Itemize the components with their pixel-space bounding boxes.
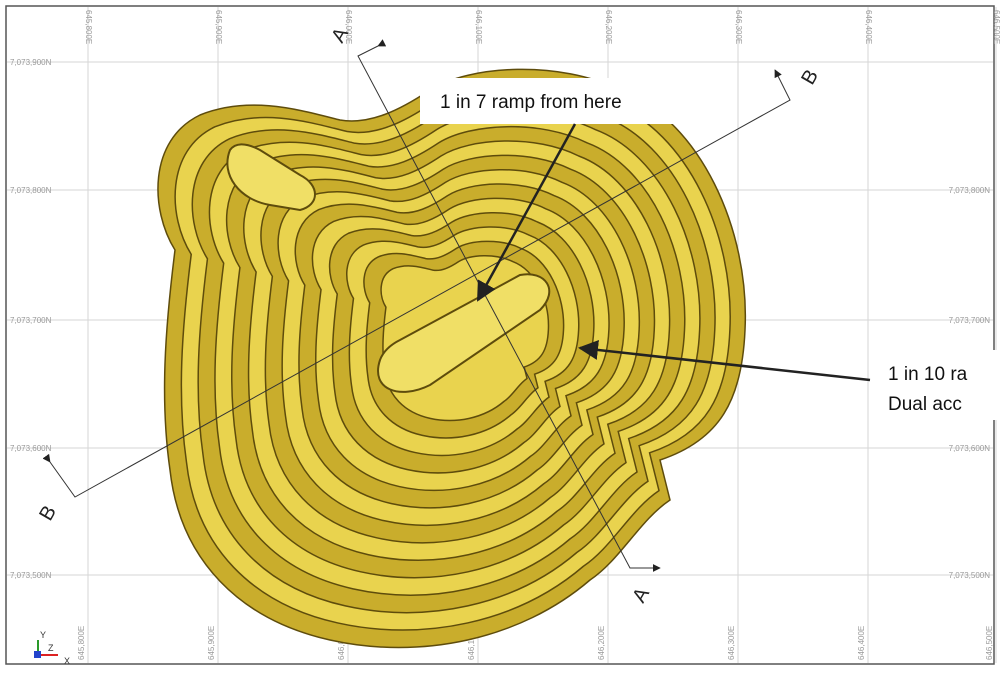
grid-label: 7,073,700N bbox=[949, 316, 991, 325]
annotation: Dual acc bbox=[888, 394, 962, 415]
grid-label: 7,073,900N bbox=[10, 58, 52, 67]
annotation: 1 in 7 ramp from here bbox=[440, 92, 622, 113]
grid-label: 646,100E bbox=[467, 626, 476, 660]
grid-label: 645,800E bbox=[84, 10, 93, 44]
annotation-box bbox=[420, 78, 702, 124]
grid-label: 7,073,600N bbox=[10, 444, 52, 453]
annotation-box bbox=[872, 350, 1000, 420]
grid-label: 646,200E bbox=[597, 626, 606, 660]
axis-label: Y bbox=[40, 630, 46, 640]
grid-label: 7,073,800N bbox=[949, 186, 991, 195]
grid-label: 7,073,800N bbox=[10, 186, 52, 195]
grid-label: 645,800E bbox=[77, 626, 86, 660]
grid-label: 7,073,700N bbox=[10, 316, 52, 325]
annotation-arrow bbox=[578, 340, 871, 382]
axis-label: X bbox=[64, 656, 70, 666]
grid-label: 646,000E bbox=[344, 10, 353, 44]
grid-label: 7,073,600N bbox=[949, 444, 991, 453]
grid-label: 646,500E bbox=[985, 626, 994, 660]
grid-label: 646,200E bbox=[604, 10, 613, 44]
grid-label: 645,900E bbox=[207, 626, 216, 660]
axis-triad: Y Z X bbox=[34, 630, 70, 666]
grid-label: 646,500E bbox=[992, 10, 1000, 44]
grid-label: 646,300E bbox=[734, 10, 743, 44]
grid-label: 7,073,500N bbox=[949, 571, 991, 580]
grid-label: 646,400E bbox=[864, 10, 873, 44]
annotation: 1 in 10 ra bbox=[888, 364, 968, 385]
axis-label: Z bbox=[48, 643, 54, 653]
grid-label: 646,400E bbox=[857, 626, 866, 660]
grid-label: 646,300E bbox=[727, 626, 736, 660]
section-lines bbox=[42, 39, 791, 572]
grid-label: 7,073,500N bbox=[10, 571, 52, 580]
grid-label: 645,900E bbox=[214, 10, 223, 44]
annotation-arrow bbox=[476, 123, 577, 302]
grid-label: 646,100E bbox=[474, 10, 483, 44]
